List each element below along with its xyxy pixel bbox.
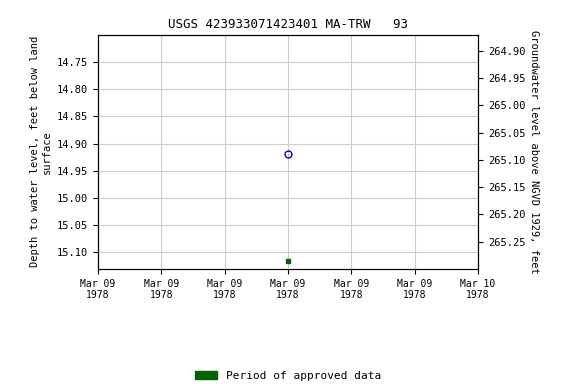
Title: USGS 423933071423401 MA-TRW   93: USGS 423933071423401 MA-TRW 93 — [168, 18, 408, 31]
Legend: Period of approved data: Period of approved data — [191, 366, 385, 384]
Y-axis label: Depth to water level, feet below land
surface: Depth to water level, feet below land su… — [30, 36, 51, 267]
Y-axis label: Groundwater level above NGVD 1929, feet: Groundwater level above NGVD 1929, feet — [529, 30, 539, 273]
